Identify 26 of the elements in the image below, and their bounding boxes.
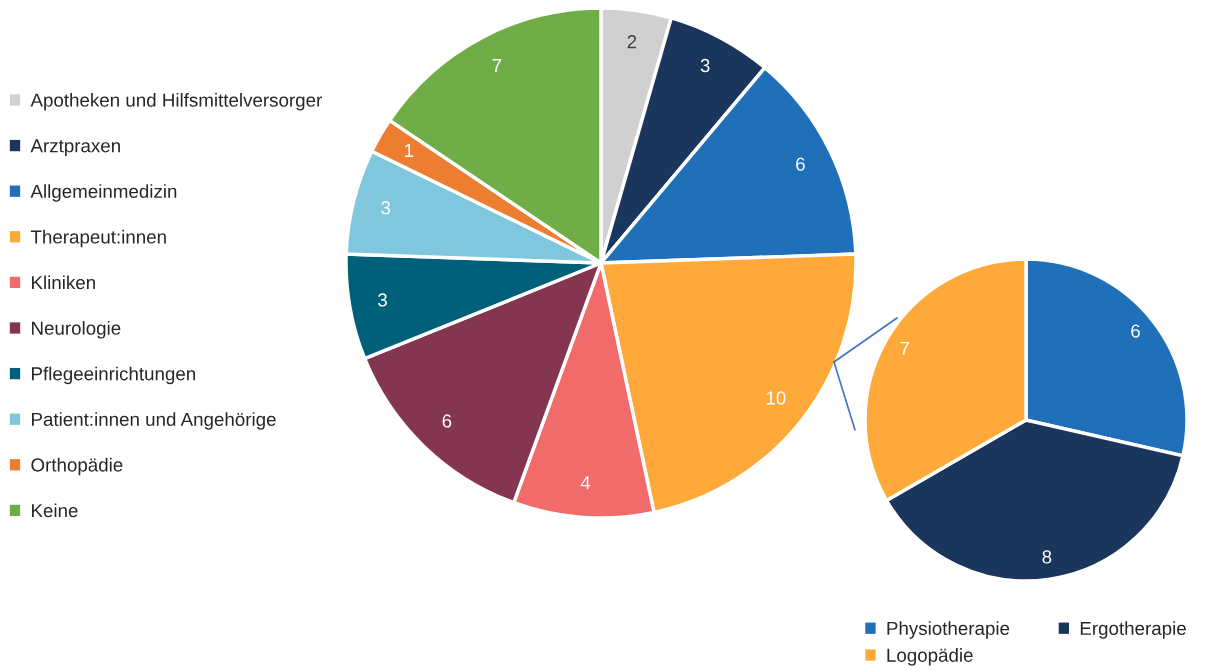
legend-label: Orthopädie [31, 457, 123, 476]
data-label: 8 [1042, 550, 1052, 564]
data-label: 3 [378, 293, 387, 307]
legend-label: Keine [32, 503, 78, 518]
data-label: 6 [442, 414, 452, 428]
data-label: 10 [766, 391, 786, 405]
legend-label: Patient:innen und Angehörige [32, 412, 276, 430]
legend-label: Kliniken [32, 275, 95, 290]
data-label: 1 [405, 144, 414, 157]
legend-label: Pflegeeinrichtungen [32, 366, 196, 385]
legend-label: Ergotherapie [1080, 621, 1186, 639]
data-label: 6 [796, 157, 805, 171]
data-label: 6 [1131, 324, 1140, 338]
legend-label: Apotheken und Hilfsmittelversorger [30, 93, 322, 111]
data-label: 7 [492, 59, 502, 72]
data-label: 4 [580, 476, 591, 490]
data-label: 7 [900, 341, 909, 355]
legend-label: Neurologie [32, 321, 121, 339]
legend-label: Physiotherapie [887, 621, 1010, 639]
data-label: 2 [627, 35, 637, 49]
data-label: 3 [381, 201, 391, 215]
legend-label: Allgemeinmedizin [30, 184, 177, 202]
legend-label: Logopädie [887, 648, 973, 666]
data-label: 3 [700, 58, 710, 73]
legend-label: Arztpraxen [30, 139, 120, 157]
legend-label: Therapeut:innen [30, 229, 166, 248]
